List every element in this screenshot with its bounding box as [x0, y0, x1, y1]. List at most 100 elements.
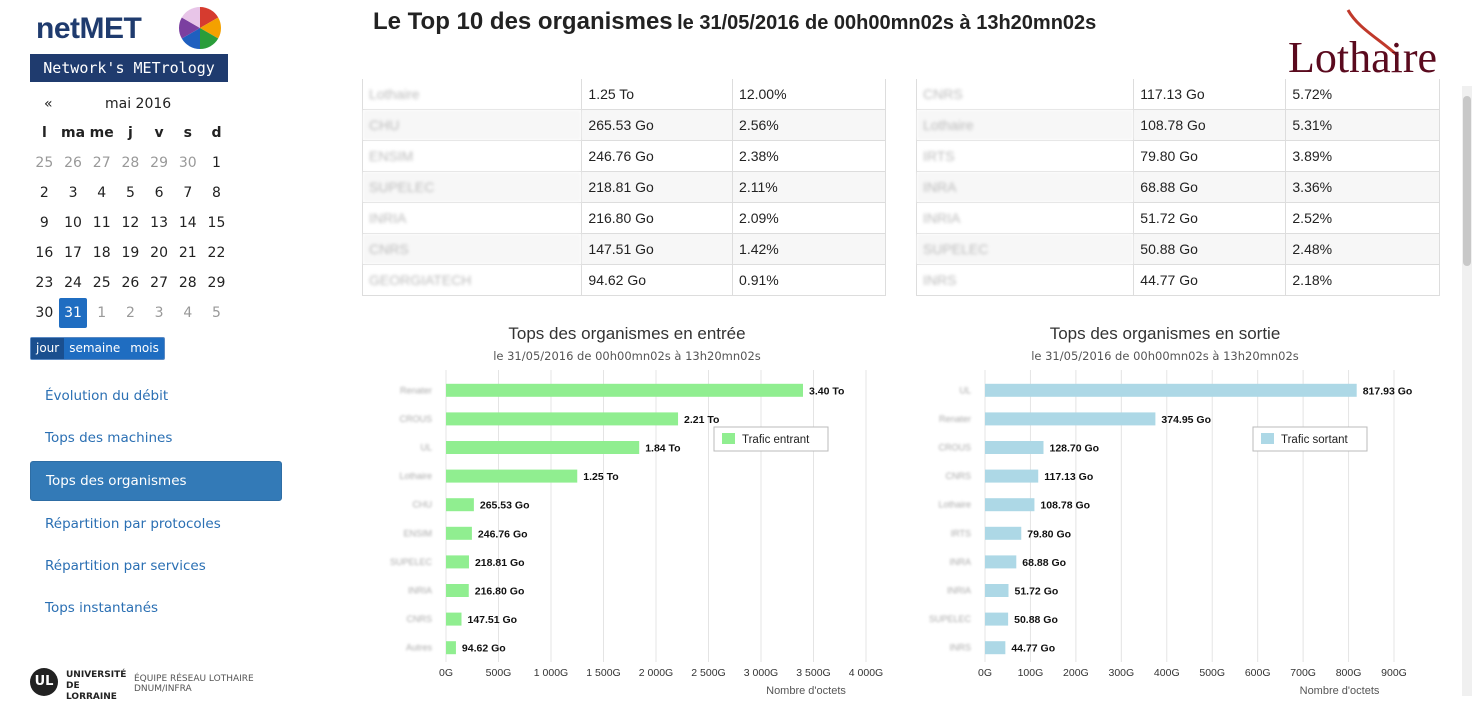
calendar-day[interactable]: 8: [212, 185, 221, 201]
calendar-day-selected[interactable]: 31: [58, 298, 88, 328]
team-name: ÉQUIPE RÉSEAU LOTHAIRE DNUM/INFRA: [134, 674, 254, 694]
x-tick-label: 800G: [1336, 667, 1362, 679]
calendar-prev-button[interactable]: «: [44, 96, 53, 112]
calendar-weekdays: l ma me j v s d: [30, 118, 238, 148]
calendar-day[interactable]: 13: [150, 215, 168, 231]
org-name-cell: INRA: [916, 171, 1135, 203]
x-tick-label: 1 000G: [534, 667, 568, 679]
weekday-label: j: [128, 125, 133, 141]
org-name-cell: ENSIM: [362, 140, 583, 172]
calendar-day[interactable]: 7: [183, 185, 193, 201]
bar-value-label: 3.40 To: [809, 385, 844, 397]
calendar-week: 30 31 1 2 3 4 5: [30, 298, 238, 328]
calendar-day[interactable]: 26: [121, 275, 140, 291]
calendar-day[interactable]: 1: [97, 305, 107, 321]
page-title: Le Top 10 des organismes le 31/05/2016 d…: [373, 8, 1096, 36]
percent-cell: 5.72%: [1285, 79, 1440, 110]
percent-cell: 2.11%: [732, 171, 886, 203]
category-label: ENSIM: [403, 528, 432, 538]
calendar-day[interactable]: 2: [39, 185, 49, 201]
calendar-day[interactable]: 1: [212, 155, 221, 171]
nav-item[interactable]: Répartition par protocoles: [45, 516, 221, 532]
calendar-day[interactable]: 4: [183, 305, 193, 321]
volume-cell: 94.62 Go: [581, 264, 734, 296]
org-name-cell: IRTS: [916, 140, 1135, 172]
x-tick-label: 900G: [1381, 667, 1407, 679]
x-axis-label: Nombre d'octets: [766, 685, 846, 696]
nav-item[interactable]: Tops des machines: [45, 430, 173, 446]
calendar-day[interactable]: 4: [97, 185, 107, 201]
calendar-day[interactable]: 22: [207, 245, 226, 261]
calendar-day[interactable]: 10: [64, 215, 82, 231]
university-logo: UL UNIVERSITÉ DE LORRAINE ÉQUIPE RÉSEAU …: [30, 668, 270, 702]
calendar-day[interactable]: 27: [92, 155, 111, 171]
calendar-day[interactable]: 23: [35, 275, 54, 291]
org-name-cell: CNRS: [362, 233, 583, 265]
calendar-day[interactable]: 28: [121, 155, 140, 171]
calendar-day[interactable]: 30: [178, 155, 197, 171]
chart-out-title: Tops des organismes en sortie: [1049, 324, 1281, 343]
period-semaine[interactable]: semaine: [69, 341, 121, 355]
bar-value-label: 1.25 To: [583, 471, 618, 483]
calendar-day[interactable]: 28: [178, 275, 197, 291]
calendar-day[interactable]: 5: [212, 305, 221, 321]
calendar-day[interactable]: 3: [154, 305, 164, 321]
nav-item[interactable]: Tops des organismes: [30, 461, 282, 501]
nav-item[interactable]: Répartition par services: [45, 558, 206, 574]
bar-value-label: 50.88 Go: [1014, 614, 1058, 626]
calendar-day[interactable]: 17: [64, 245, 82, 261]
calendar-day[interactable]: 9: [39, 215, 49, 231]
calendar-day[interactable]: 20: [150, 245, 168, 261]
calendar-week: 23 24 25 26 27 28 29: [30, 268, 238, 298]
calendar-day[interactable]: 29: [150, 155, 168, 171]
calendar-day[interactable]: 15: [207, 215, 226, 231]
nav-item[interactable]: Tops instantanés: [45, 600, 159, 616]
period-mois[interactable]: mois: [130, 341, 159, 355]
calendar-day[interactable]: 30: [35, 305, 54, 321]
scrollbar-thumb[interactable]: [1463, 96, 1471, 266]
calendar-day[interactable]: 2: [125, 305, 135, 321]
percent-cell: 3.36%: [1285, 171, 1440, 203]
calendar-day[interactable]: 24: [64, 275, 82, 291]
calendar-day[interactable]: 25: [35, 155, 54, 171]
volume-cell: 79.80 Go: [1133, 140, 1287, 172]
weekday-label: s: [183, 125, 192, 141]
category-label: Autres: [406, 643, 433, 653]
table-row: IRTS 79.80 Go 3.89%: [916, 140, 1440, 172]
calendar-day[interactable]: 14: [178, 215, 197, 231]
category-label: Renater: [939, 414, 971, 424]
calendar-week: 16 17 18 19 20 21 22: [30, 238, 238, 268]
percent-cell: 3.89%: [1285, 140, 1440, 172]
category-label: SUPELEC: [390, 557, 433, 567]
volume-cell: 51.72 Go: [1133, 202, 1287, 234]
calendar-day[interactable]: 3: [68, 185, 78, 201]
bar: [446, 584, 469, 597]
bar: [446, 612, 462, 626]
bar-value-label: 108.78 Go: [1040, 500, 1090, 512]
calendar-day[interactable]: 19: [121, 245, 140, 261]
calendar-day[interactable]: 25: [92, 275, 111, 291]
calendar-day[interactable]: 6: [154, 185, 164, 201]
calendar-day[interactable]: 26: [64, 155, 82, 171]
nav-item[interactable]: Évolution du débit: [45, 388, 169, 404]
calendar-day[interactable]: 27: [150, 275, 168, 291]
calendar-day[interactable]: 18: [92, 245, 111, 261]
table-outgoing: CNRS 117.13 Go 5.72% Lothaire 108.78 Go 5.31%…: [916, 79, 1440, 296]
org-name-cell: SUPELEC: [916, 233, 1135, 265]
category-label: INRIA: [947, 586, 971, 596]
bar: [446, 383, 803, 397]
percent-cell: 0.91%: [732, 264, 886, 296]
calendar-day[interactable]: 11: [92, 215, 111, 231]
percent-cell: 12.00%: [732, 79, 886, 110]
x-tick-label: 300G: [1108, 667, 1134, 679]
weekday-label: me: [89, 125, 114, 141]
period-jour[interactable]: jour: [31, 338, 65, 359]
scrollbar[interactable]: [1462, 86, 1472, 696]
calendar-day[interactable]: 5: [125, 185, 135, 201]
bar: [446, 469, 578, 483]
calendar-day[interactable]: 21: [178, 245, 197, 261]
calendar-day[interactable]: 12: [121, 215, 140, 231]
calendar-day[interactable]: 16: [35, 245, 54, 261]
calendar-day[interactable]: 29: [207, 275, 226, 291]
bar: [446, 641, 456, 655]
